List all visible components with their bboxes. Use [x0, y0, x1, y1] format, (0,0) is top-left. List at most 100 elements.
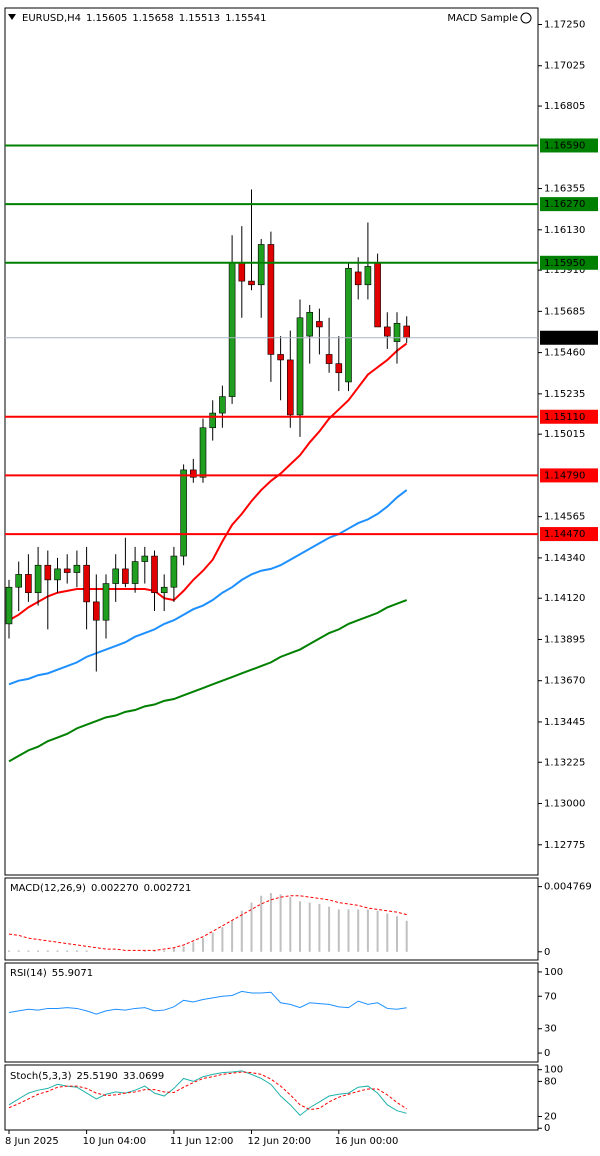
candle-body [374, 262, 381, 328]
expert-label: MACD Sample [447, 13, 518, 24]
readout-part: 25.5190 [76, 1071, 117, 1082]
readout-part: RSI(14) [10, 968, 47, 979]
candle-body [219, 396, 226, 414]
y-tick-label: 100 [544, 967, 563, 978]
readout-part: 1.15658 [132, 13, 173, 24]
y-tick-label: 1.17025 [544, 61, 585, 72]
y-tick-label: 1.12775 [544, 840, 585, 851]
level-label-box [540, 138, 598, 153]
x-tick-label: 11 Jun 12:00 [170, 1136, 234, 1147]
candle-body [83, 564, 90, 603]
signal-line [8, 1071, 407, 1111]
candle-body [73, 564, 81, 573]
level-label: 1.15950 [544, 258, 585, 269]
candle-body [199, 427, 207, 478]
candle-body [257, 244, 265, 286]
level-label-box [540, 255, 598, 270]
y-tick-label: 1.13670 [544, 676, 585, 687]
level-label-box [540, 468, 598, 483]
readout-part: 0.002721 [144, 883, 192, 894]
candle-body [151, 555, 158, 594]
x-tick-label: 16 Jun 00:00 [335, 1136, 399, 1147]
y-tick-label: 20 [544, 1112, 557, 1123]
readout-part: 33.0699 [123, 1071, 164, 1082]
y-tick-label: 1.13445 [544, 717, 585, 728]
candle-body [112, 568, 119, 584]
candle-body [335, 363, 343, 374]
candle-body [238, 262, 246, 282]
macd-frame [4, 877, 539, 961]
candle-body [190, 469, 197, 478]
y-tick-label: 100 [544, 1065, 563, 1076]
candle-body [63, 568, 71, 573]
candle-body [325, 354, 333, 364]
level-label: 1.16270 [544, 199, 585, 210]
level-label-box [540, 527, 598, 542]
candle-body [286, 359, 294, 416]
y-tick-label: 1.16805 [544, 101, 585, 112]
readout-part: 1.15513 [179, 13, 220, 24]
candle-body [364, 266, 372, 286]
candle-body [54, 568, 61, 581]
y-tick-label: 30 [544, 1024, 557, 1035]
candle-body [15, 574, 22, 588]
candle-body [160, 586, 168, 594]
y-tick-label: 1.14340 [544, 553, 585, 564]
candle-body [131, 561, 139, 584]
rsi-frame [4, 962, 539, 1063]
level-label: 1.14790 [544, 470, 585, 481]
rsi-line [8, 990, 407, 1015]
candle-body [180, 469, 187, 557]
y-tick-label: 70 [544, 991, 557, 1002]
y-tick-label: 0 [544, 1048, 550, 1059]
candle-body [354, 271, 362, 286]
candle-body [5, 586, 13, 625]
ma-line [8, 599, 408, 763]
y-tick-label: 1.15685 [544, 306, 585, 317]
y-tick-label: 1.16355 [544, 184, 585, 195]
y-tick-label: 1.14565 [544, 512, 585, 523]
level-label: 1.14470 [544, 529, 585, 540]
candle-body [296, 317, 304, 416]
readout-part: MACD(12,26,9) [10, 883, 86, 894]
candle-body [248, 280, 255, 286]
x-tick-label: 8 Jun 2025 [5, 1136, 59, 1147]
candle-body [209, 412, 216, 429]
signal-line [8, 895, 407, 951]
candle-body [122, 568, 129, 584]
level-label-box [540, 409, 598, 424]
candle-body [102, 583, 110, 621]
y-tick-label: 1.13895 [544, 634, 585, 645]
candle-body [34, 564, 42, 594]
y-tick-label: 1.15015 [544, 429, 585, 440]
main-frame [4, 7, 539, 876]
level-label-box [540, 197, 598, 212]
last-price-box [540, 330, 598, 345]
candle-body [228, 262, 236, 397]
y-tick-label: 80 [544, 1076, 557, 1087]
y-tick-label: 1.13000 [544, 799, 585, 810]
readout-part: 0.002270 [91, 883, 139, 894]
y-tick-label: 1.14120 [544, 593, 585, 604]
candle-body [403, 325, 411, 339]
main-readout: EURUSD,H4 1.15605 1.15658 1.15513 1.15541 [22, 13, 266, 24]
y-tick-label: 1.15460 [544, 348, 585, 359]
candle-body [267, 244, 275, 355]
y-tick-label: 1.17250 [544, 19, 585, 30]
y-tick-label: 1.15910 [544, 265, 585, 276]
expert-icon [520, 12, 532, 24]
candle-body [141, 555, 149, 562]
readout-part: 55.9071 [52, 968, 93, 979]
level-label: 1.15110 [544, 412, 585, 423]
menu-arrow[interactable] [8, 14, 16, 20]
y-tick-label: 0 [544, 947, 550, 958]
y-tick-label: 1.15235 [544, 389, 585, 400]
readout-part: 1.15605 [86, 13, 127, 24]
level-label: 1.16590 [544, 140, 585, 151]
candle-body [316, 321, 323, 328]
candle-body [25, 574, 32, 594]
readout-part: Stoch(5,3,3) [10, 1071, 72, 1082]
y-tick-label: 0 [544, 1123, 550, 1134]
